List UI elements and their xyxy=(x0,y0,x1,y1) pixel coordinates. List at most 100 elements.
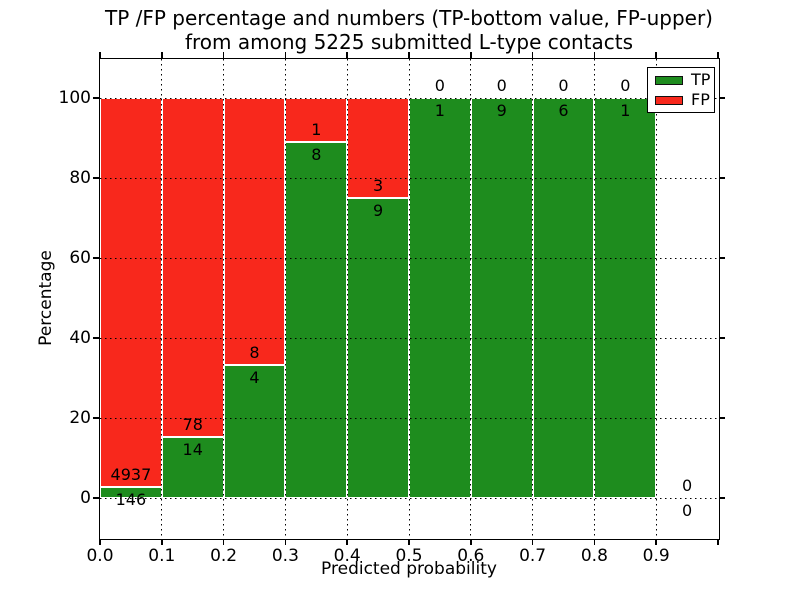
bar-tp-segment xyxy=(470,98,533,498)
legend: TP FP xyxy=(647,67,715,113)
bar-tp-segment xyxy=(594,98,657,498)
y-tick-left xyxy=(93,177,99,179)
y-tick-label: 80 xyxy=(69,168,91,188)
bar-tp-segment xyxy=(161,437,224,498)
legend-label-fp: FP xyxy=(691,90,710,109)
y-tick-left xyxy=(93,97,99,99)
x-tick-label: 0.1 xyxy=(148,546,176,566)
x-tick-top xyxy=(408,52,410,58)
fp-count-label: 0 xyxy=(434,76,445,95)
gridline-vertical xyxy=(161,59,163,538)
legend-label-tp: TP xyxy=(691,70,711,89)
legend-row: FP xyxy=(655,92,714,108)
x-tick-bottom xyxy=(99,539,101,545)
x-tick-top xyxy=(717,52,719,58)
y-tick-left xyxy=(93,337,99,339)
gridline-vertical xyxy=(284,59,286,538)
bar-tp-segment xyxy=(532,98,595,498)
tp-count-label: 14 xyxy=(182,440,203,460)
x-tick-bottom xyxy=(284,539,287,545)
y-tick-label: 40 xyxy=(69,328,91,348)
gridline-vertical xyxy=(532,59,534,538)
x-tick-top xyxy=(222,52,225,58)
y-tick-label: 60 xyxy=(69,248,91,268)
gridline-vertical xyxy=(223,59,225,538)
x-tick-label: 0.4 xyxy=(333,546,361,566)
x-tick-label: 0.8 xyxy=(580,546,608,566)
x-tick-top xyxy=(161,52,163,58)
tp-count-label: 0 xyxy=(682,501,693,520)
y-tick-left xyxy=(93,497,99,499)
gridline-vertical xyxy=(470,59,472,538)
y-tick-label: 20 xyxy=(69,408,91,428)
tp-count-label: 6 xyxy=(558,101,569,120)
x-tick-bottom xyxy=(655,539,657,545)
legend-row: TP xyxy=(655,72,714,88)
y-tick-right xyxy=(719,337,725,339)
tp-count-label: 8 xyxy=(311,145,322,165)
bar-tp-segment xyxy=(347,198,409,498)
gridline-vertical xyxy=(408,59,410,538)
x-tick-bottom xyxy=(593,539,596,545)
bar-tp-segment xyxy=(285,142,348,498)
x-tick-label: 0.3 xyxy=(271,546,299,566)
y-tick-right xyxy=(719,177,725,179)
fp-count-label: 3 xyxy=(373,176,384,195)
x-tick-bottom xyxy=(470,539,472,545)
x-tick-label: 0.0 xyxy=(86,546,114,566)
x-tick-bottom xyxy=(222,539,225,545)
gridline-vertical xyxy=(655,59,657,538)
bar-fp-segment xyxy=(161,98,224,438)
y-tick-right xyxy=(719,257,725,259)
x-tick-top xyxy=(99,52,101,58)
y-tick-left xyxy=(93,417,99,419)
fp-count-label: 0 xyxy=(620,76,631,95)
gridline-vertical xyxy=(346,59,348,538)
x-tick-top xyxy=(655,52,657,58)
x-axis-label: Predicted probability xyxy=(321,559,497,579)
x-tick-top xyxy=(593,52,596,58)
y-tick-right xyxy=(719,417,725,419)
gridline-vertical xyxy=(593,59,595,538)
x-tick-label: 0.6 xyxy=(457,546,485,566)
fp-count-label: 0 xyxy=(558,76,569,95)
legend-swatch-fp xyxy=(655,95,683,105)
x-tick-bottom xyxy=(161,539,163,545)
x-tick-top xyxy=(346,52,348,58)
x-tick-bottom xyxy=(408,539,410,545)
y-tick-label: 0 xyxy=(80,488,91,508)
x-tick-label: 0.7 xyxy=(519,546,547,566)
chart-title-line2: from among 5225 submitted L-type contact… xyxy=(184,30,634,54)
fp-count-label: 4937 xyxy=(110,464,152,484)
chart-title-line1: TP /FP percentage and numbers (TP-bottom… xyxy=(105,6,713,30)
x-tick-bottom xyxy=(717,539,719,545)
x-tick-label: 0.9 xyxy=(642,546,670,566)
tp-count-label: 9 xyxy=(373,201,384,220)
y-tick-right xyxy=(719,497,725,499)
bar-tp-segment xyxy=(409,98,471,498)
bar-fp-segment xyxy=(223,98,286,365)
y-tick-left xyxy=(93,257,99,259)
bar-fp-segment xyxy=(100,98,162,487)
x-tick-label: 0.5 xyxy=(395,546,423,566)
fp-count-label: 0 xyxy=(496,76,507,95)
fp-count-label: 78 xyxy=(182,415,203,435)
tp-count-label: 1 xyxy=(434,101,445,120)
x-tick-bottom xyxy=(531,539,534,545)
tp-count-label: 4 xyxy=(249,367,260,387)
fp-count-label: 8 xyxy=(249,342,260,362)
fp-count-label: 0 xyxy=(682,476,693,495)
y-tick-right xyxy=(719,97,725,99)
fp-count-label: 1 xyxy=(311,120,322,140)
tp-count-label: 146 xyxy=(115,489,147,509)
chart-title: TP /FP percentage and numbers (TP-bottom… xyxy=(105,6,713,54)
tp-count-label: 1 xyxy=(620,101,631,120)
x-tick-bottom xyxy=(346,539,348,545)
bar-fp-segment xyxy=(347,98,409,198)
tp-count-label: 9 xyxy=(496,101,507,120)
x-tick-top xyxy=(531,52,534,58)
x-tick-top xyxy=(470,52,472,58)
y-tick-label: 100 xyxy=(58,88,91,108)
legend-swatch-tp xyxy=(655,75,683,85)
